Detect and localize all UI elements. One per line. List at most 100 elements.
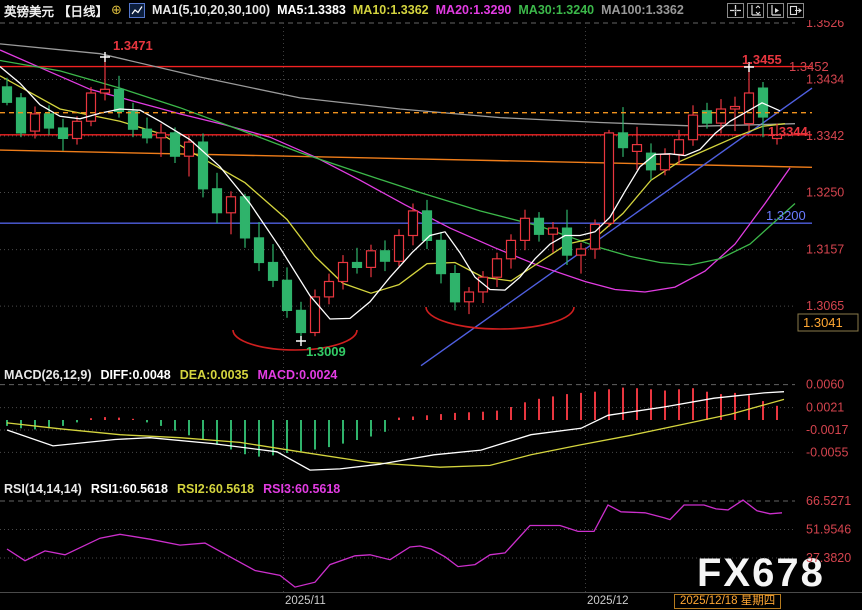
alert-plus-icon[interactable]: ⊕ [111, 2, 122, 17]
trendline[interactable] [0, 149, 813, 168]
candle [673, 139, 685, 155]
candle [169, 132, 181, 157]
candle [533, 217, 545, 235]
chart-toolbar [727, 3, 804, 18]
candle [365, 250, 377, 269]
ma30-value: MA30:1.3240 [518, 3, 595, 17]
ma5-value: MA5:1.3383 [277, 3, 346, 17]
axis-tick-label: 1.3157 [806, 243, 844, 257]
candle [99, 88, 111, 94]
candle [1, 86, 13, 103]
crosshair-icon[interactable] [727, 3, 744, 18]
candle [729, 105, 741, 110]
candle [547, 227, 559, 235]
rsi1-value: RSI1:60.5618 [90, 482, 168, 496]
candle [701, 110, 713, 124]
candle [407, 210, 419, 237]
candle [631, 144, 643, 153]
axis-tick-label: 0.0021 [806, 401, 844, 415]
candle [603, 132, 615, 224]
candle [463, 291, 475, 303]
candles-layer [0, 56, 812, 341]
ma20-value: MA20:1.3290 [435, 3, 512, 17]
ma100-line [0, 43, 796, 127]
axis-tick-label: 66.5271 [806, 494, 851, 508]
price-annotation: 1.3009 [306, 344, 346, 359]
candle [351, 261, 363, 269]
candle [211, 188, 223, 214]
axis-exit-icon[interactable] [787, 3, 804, 18]
candle [491, 258, 503, 278]
macd-diff-line [6, 391, 785, 471]
candle [575, 248, 587, 256]
candle [141, 128, 153, 139]
candle [29, 113, 41, 132]
macd-dea-value: DEA:0.0035 [179, 368, 249, 382]
support-arc-annotation [425, 306, 575, 330]
macd-dea-line [6, 398, 785, 468]
axis-tick-label: 1.3250 [806, 185, 844, 199]
extreme-cross-marker [744, 62, 754, 72]
candle [617, 132, 629, 149]
candle [561, 227, 573, 256]
rsi-header: RSI(14,14,14) RSI1:60.5618 RSI2:60.5618 … [4, 482, 340, 496]
axis-tick-label: -0.0055 [806, 445, 848, 459]
candle [309, 296, 321, 334]
candle [57, 127, 69, 139]
candle [71, 120, 83, 140]
ma100-value: MA100:1.3362 [601, 3, 684, 17]
candle [659, 153, 671, 171]
mini-chart-icon[interactable] [128, 2, 145, 18]
price-tag-box [797, 313, 859, 332]
axis-tick-label: -0.0017 [806, 423, 848, 437]
macd-header: MACD(26,12,9) DIFF:0.0048 DEA:0.0035 MAC… [4, 368, 337, 382]
rsi-title[interactable]: RSI(14,14,14) [4, 482, 82, 496]
axis-tick-label: 51.9546 [806, 523, 851, 537]
rsi-pane: FX678 66.5271 51.9546 37.3820 [0, 494, 851, 595]
axis-tick-label: 1.3342 [806, 129, 844, 143]
axis-scale-icon[interactable] [747, 3, 764, 18]
candle [225, 196, 237, 214]
axis-tick-label: 0.0060 [806, 378, 844, 392]
candle [337, 261, 349, 283]
candle [43, 113, 55, 129]
chart-header: 英镑美元 【日线】 ⊕ MA1(5,10,20,30,100) MA5:1.33… [0, 0, 862, 20]
candle [505, 239, 517, 260]
price-annotation: 1.3344 [768, 124, 809, 139]
support-arc-annotation [232, 329, 358, 351]
ma10-value: MA10:1.3362 [352, 3, 429, 17]
axis-pan-icon[interactable] [767, 3, 784, 18]
price-annotation: 1.3452 [789, 59, 829, 74]
candle [239, 196, 251, 239]
ma-settings-label[interactable]: MA1(5,10,20,30,100) [151, 3, 271, 17]
candle [113, 88, 125, 113]
candle [715, 108, 727, 124]
price-annotation: 1.3471 [113, 38, 153, 53]
candle [379, 250, 391, 262]
macd-title[interactable]: MACD(26,12,9) [4, 368, 92, 382]
candle [393, 234, 405, 262]
period-label[interactable]: 【日线】 [58, 4, 109, 19]
price-annotation: 1.3200 [766, 208, 806, 223]
candle [687, 114, 699, 141]
candle [127, 110, 139, 130]
candle [421, 210, 433, 241]
candle [197, 141, 209, 190]
time-axis[interactable]: 2025/11 2025/12 2025/12/18 星期四 [0, 592, 862, 610]
candle [323, 280, 335, 298]
candle [435, 239, 447, 275]
ma5-line [0, 66, 781, 320]
candle [449, 273, 461, 303]
rsi-line [6, 499, 783, 588]
watermark: FX678 [697, 551, 825, 595]
annotations-layer: 1.35261.34341.33421.32501.31571.30651.34… [100, 16, 859, 359]
time-label-dec: 2025/12 [587, 595, 629, 607]
candle [771, 134, 783, 140]
candle [85, 92, 97, 122]
extreme-cross-marker [100, 52, 110, 62]
rsi3-value: RSI3:60.5618 [263, 482, 341, 496]
axis-tick-label: 1.3065 [806, 299, 844, 313]
rsi2-value: RSI2:60.5618 [176, 482, 255, 496]
